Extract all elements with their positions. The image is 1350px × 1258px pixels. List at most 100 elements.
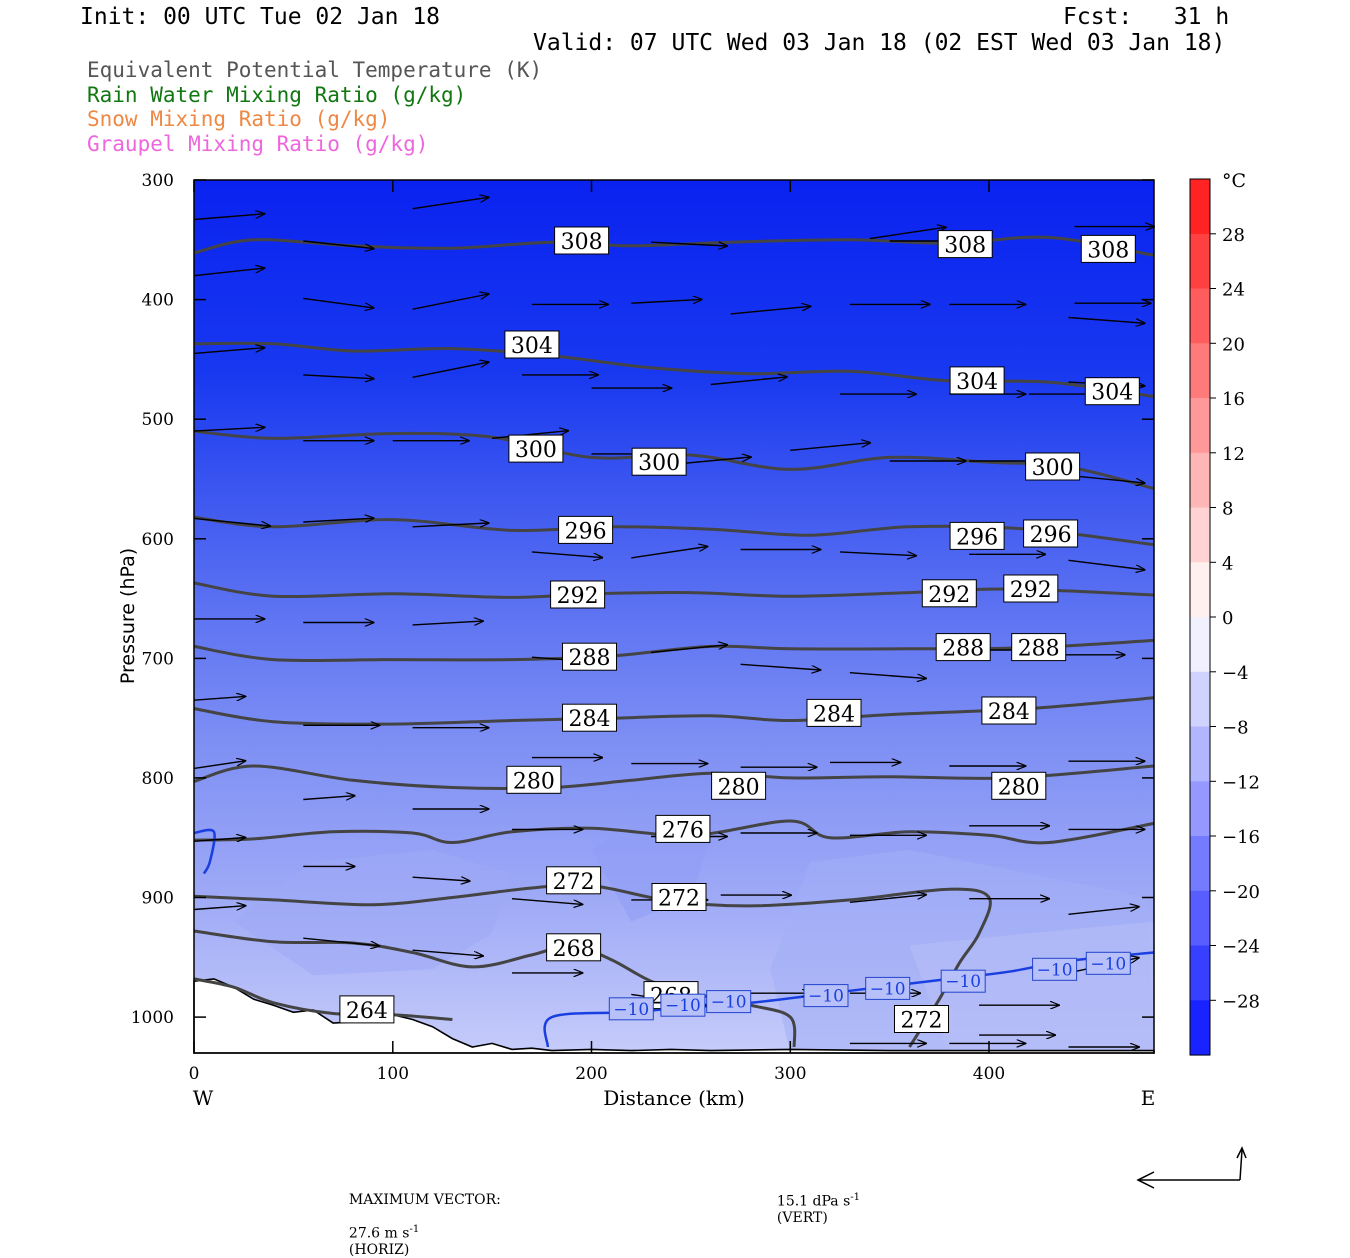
colorbar-label: 12 xyxy=(1222,444,1245,465)
theta-e-label-box xyxy=(562,703,617,732)
wind-vector xyxy=(412,294,489,310)
theta-e-label-box xyxy=(1003,574,1059,603)
isotherm-label-box xyxy=(706,990,752,1014)
colorbar-segment xyxy=(1190,452,1210,509)
theta-e-label: 288 xyxy=(942,637,984,662)
isotherm-label: −10 xyxy=(945,972,981,992)
wind-vector xyxy=(193,268,264,277)
isotherm-label: −10 xyxy=(1090,954,1126,974)
wind-vector xyxy=(651,645,727,654)
x-axis-east: E xyxy=(1141,1086,1156,1110)
wind-vector xyxy=(303,937,379,946)
cross-section-chart: 308 308 308 304 304 304 300 300 300 296 296 296 292 2… xyxy=(117,170,1260,1110)
theta-e-label-box xyxy=(894,1005,949,1033)
theta-e-label-box xyxy=(339,995,395,1024)
theta-e-label: 292 xyxy=(557,584,599,609)
theta-e-label: 304 xyxy=(511,334,553,359)
theta-e-label: 308 xyxy=(561,230,603,255)
theta-e-label: 296 xyxy=(565,519,607,544)
wind-vector xyxy=(730,306,811,315)
wind-vector xyxy=(193,696,245,700)
legend-graupel: Graupel Mixing Ratio (g/kg) xyxy=(87,132,429,156)
x-axis-title: Distance (km) xyxy=(603,1086,745,1110)
colorbar-label: −24 xyxy=(1222,937,1260,958)
y-tick-label: 700 xyxy=(142,649,174,669)
legend-rain: Rain Water Mixing Ratio (g/kg) xyxy=(87,83,467,107)
colorbar-label: −16 xyxy=(1222,827,1260,848)
wind-vector xyxy=(531,551,602,558)
theta-e-label-box xyxy=(562,642,617,671)
theta-e-label-box xyxy=(937,230,993,259)
wind-vector xyxy=(193,906,245,910)
colorbar-label: 4 xyxy=(1222,553,1233,574)
colorbar-segment xyxy=(1190,343,1210,399)
y-tick-label: 500 xyxy=(142,410,174,430)
init-time: Init: 00 UTC Tue 02 Jan 18 xyxy=(80,4,441,30)
isotherm-label: −10 xyxy=(808,987,844,1007)
theta-e-contour-292 xyxy=(193,581,1155,599)
vert-unit: (VERT) xyxy=(776,1209,828,1226)
wind-vector xyxy=(303,374,373,379)
theta-e-label-box xyxy=(921,579,977,608)
colorbar-label: 28 xyxy=(1222,225,1245,246)
y-tick-label: 800 xyxy=(142,769,174,789)
theta-e-label: 296 xyxy=(1030,523,1072,548)
colorbar-segment xyxy=(1190,836,1210,892)
isotherm-label-box xyxy=(865,976,911,1000)
theta-e-label: 288 xyxy=(569,646,611,671)
wind-vector xyxy=(193,427,264,432)
theta-e-label-box xyxy=(981,696,1037,725)
colorbar-segment xyxy=(1190,507,1210,563)
wind-vector xyxy=(1068,316,1145,324)
vert-exponent: -1 xyxy=(850,1192,861,1203)
isotherm-label: −10 xyxy=(1037,960,1073,980)
theta-e-label: 292 xyxy=(1010,578,1052,603)
wind-vector xyxy=(303,297,373,308)
wind-vector xyxy=(740,663,821,670)
theta-e-label: 272 xyxy=(658,887,700,912)
theta-e-label: 272 xyxy=(553,870,595,895)
wind-vector xyxy=(790,443,870,451)
wind-vector xyxy=(193,214,264,221)
theta-e-contour-272 xyxy=(193,883,992,1048)
wind-vector xyxy=(1068,907,1139,915)
isotherm-label: −10 xyxy=(613,1000,649,1020)
theta-e-label-box xyxy=(949,366,1005,395)
horiz-unit: (HORIZ) xyxy=(348,1241,410,1258)
isotherm-label-box xyxy=(940,969,986,993)
wind-vector xyxy=(303,240,373,249)
wind-vector xyxy=(412,197,489,210)
colorbar-label: 0 xyxy=(1222,608,1233,629)
x-tick-label: 200 xyxy=(575,1064,607,1084)
y-tick-label: 1000 xyxy=(131,1008,174,1028)
theta-e-label: 280 xyxy=(718,775,760,800)
isotherm-label-box xyxy=(1032,957,1078,981)
theta-e-label-box xyxy=(508,434,564,463)
colorbar-label: −12 xyxy=(1222,772,1260,793)
theta-e-label-box xyxy=(655,814,711,843)
theta-e-label: 300 xyxy=(1032,456,1074,481)
theta-e-label: 300 xyxy=(515,438,557,463)
theta-e-label: 276 xyxy=(662,818,704,843)
wind-vector xyxy=(631,299,701,304)
wind-vector xyxy=(511,898,582,905)
reference-vector-icon xyxy=(1136,1146,1247,1189)
theta-e-label: 308 xyxy=(1087,238,1129,263)
colorbar-segment xyxy=(1190,726,1210,782)
colorbar-segment xyxy=(1190,1000,1210,1056)
isotherm-label: −10 xyxy=(665,996,701,1016)
theta-e-label-box xyxy=(1011,633,1067,662)
wind-vector xyxy=(710,377,787,386)
x-tick-label: 400 xyxy=(973,1064,1005,1084)
colorbar-label: 24 xyxy=(1222,280,1245,301)
theta-e-label-box xyxy=(546,933,602,962)
isotherm-label-box xyxy=(803,984,849,1008)
theta-e-label-box xyxy=(711,771,767,800)
theta-e-label-box xyxy=(806,698,862,727)
plot-frame xyxy=(193,179,1155,1054)
theta-e-label: 304 xyxy=(956,370,998,395)
theta-e-label: 304 xyxy=(1091,381,1133,406)
theta-e-label-box xyxy=(651,883,707,911)
forecast-hour: Fcst: 31 h xyxy=(1063,4,1230,30)
theta-e-contour-280 xyxy=(193,764,1155,790)
